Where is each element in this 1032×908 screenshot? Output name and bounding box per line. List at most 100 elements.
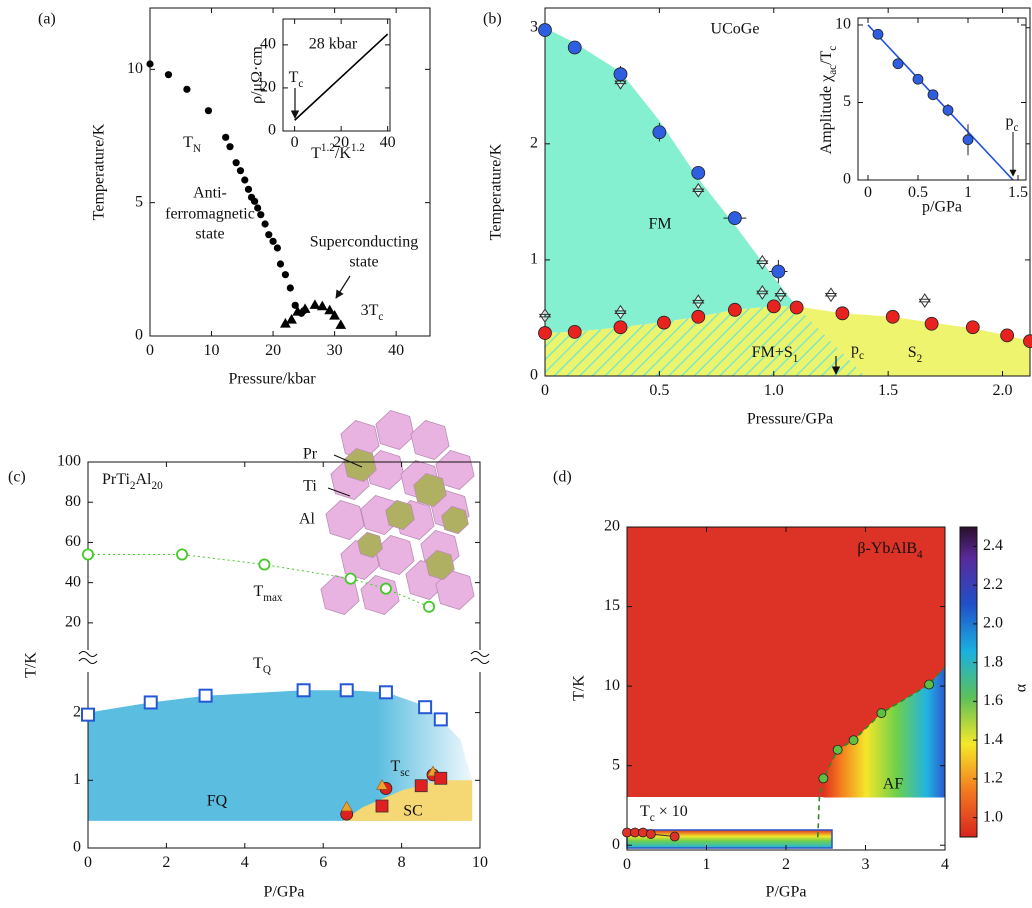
y-tick-label: 20: [260, 79, 276, 96]
point: [645, 829, 656, 839]
series-line: [867, 24, 1014, 181]
x-axis-label: Pressure/kbar: [228, 371, 316, 388]
annotation: UCoGe: [711, 21, 760, 38]
annotation-part: N: [193, 143, 201, 155]
point: [344, 572, 357, 585]
annotation-part: T: [253, 655, 263, 672]
y-tick-label: 2: [73, 703, 81, 720]
x-axis-label-part: 1.2: [321, 142, 335, 154]
crystal-polyhedron: [375, 410, 415, 450]
region-label: SC: [403, 803, 423, 820]
x-tick-label: 0: [146, 342, 154, 359]
annotation-part: T: [289, 69, 299, 86]
point: [226, 143, 234, 151]
y-tick-label: 20: [65, 614, 81, 631]
point: [927, 89, 939, 101]
y-tick-label: 0: [843, 171, 851, 188]
annotation-part: T: [390, 758, 400, 775]
annotation: Tc × 10: [640, 803, 688, 824]
annotation-part: p: [1006, 113, 1014, 130]
annotation-part: × 10: [655, 803, 688, 820]
point: [324, 304, 336, 315]
x-tick-label: 10: [472, 854, 488, 871]
point: [375, 799, 389, 813]
chart-title-part: PrTi: [102, 471, 130, 488]
point: [82, 548, 95, 561]
point: [774, 287, 787, 303]
y-axis-label-part: c: [827, 46, 839, 51]
y-tick-label: 15: [604, 597, 620, 614]
point: [789, 300, 804, 315]
point: [316, 300, 328, 311]
colorbar-tick-label: 2.4: [983, 537, 1003, 554]
crystal-polyhedron: [343, 447, 377, 483]
x-axis-label-part: T: [311, 145, 321, 162]
point: [183, 85, 191, 93]
region-label: S2: [908, 344, 923, 365]
point: [692, 294, 705, 310]
point: [756, 285, 769, 300]
y-tick-label: 3: [530, 18, 538, 35]
point: [232, 159, 240, 167]
x-tick-label: 0: [864, 184, 872, 201]
region-label: FM: [648, 216, 671, 233]
colorbar-tick-label: 2.0: [983, 615, 1003, 632]
crystal-polyhedron: [413, 472, 447, 508]
y-axis-label-part: ac: [827, 65, 839, 75]
annotation: TN: [183, 134, 201, 155]
annotation-part: T: [253, 583, 263, 600]
crystal-polyhedron: [385, 499, 415, 531]
point: [965, 320, 980, 335]
chart-title: PrTi2Al20: [102, 471, 163, 492]
region: [342, 780, 473, 821]
colorbar-tick-label: 2.2: [983, 576, 1003, 593]
y-axis-label-part: Amplitude χ: [818, 74, 835, 154]
annotation: Tsc: [390, 758, 409, 779]
y-tick-label: 0: [530, 367, 538, 384]
axis-frame: [544, 7, 1031, 377]
colorbar: [959, 526, 978, 838]
point: [924, 316, 939, 331]
y-tick-label: 1: [530, 251, 538, 268]
point: [727, 302, 742, 317]
x-tick-label: 30: [327, 342, 343, 359]
y-tick-label: 0: [268, 122, 276, 139]
x-tick-label: 4: [941, 856, 949, 873]
chart-title-part: Al: [135, 471, 152, 488]
y-tick-label: 0: [135, 327, 143, 344]
axis-frame: [282, 18, 391, 132]
point: [329, 310, 341, 320]
point: [766, 299, 781, 314]
y-tick-label: 10: [835, 16, 851, 33]
y-tick-label: 40: [65, 573, 81, 590]
annotation: ferromagnetic: [165, 206, 255, 223]
series-line: [88, 553, 430, 608]
point: [638, 827, 648, 838]
x-tick-label: 1: [964, 184, 972, 201]
point: [538, 326, 552, 340]
point: [1023, 334, 1032, 349]
series-line: [294, 33, 389, 121]
point: [296, 683, 311, 698]
point: [538, 23, 552, 37]
x-tick-label: 0: [84, 854, 92, 871]
panel-label: (c): [8, 469, 26, 486]
annotation: Superconducting: [310, 234, 418, 251]
crystal-polyhedron: [325, 500, 365, 540]
annotation: pc: [1006, 113, 1019, 134]
annotation-part: c: [650, 812, 655, 824]
crystal-polyhedron: [425, 549, 455, 581]
point: [269, 237, 277, 245]
y-tick-label: 60: [65, 533, 81, 550]
point: [876, 708, 887, 719]
x-tick-label: 20: [333, 134, 349, 151]
point: [669, 831, 680, 842]
point: [942, 104, 954, 116]
pointer: [327, 487, 351, 497]
point: [261, 220, 269, 228]
point: [146, 60, 154, 68]
crystal-polyhedron: [441, 505, 469, 535]
x-tick-label: 2: [782, 856, 790, 873]
axis-break: [470, 651, 490, 664]
